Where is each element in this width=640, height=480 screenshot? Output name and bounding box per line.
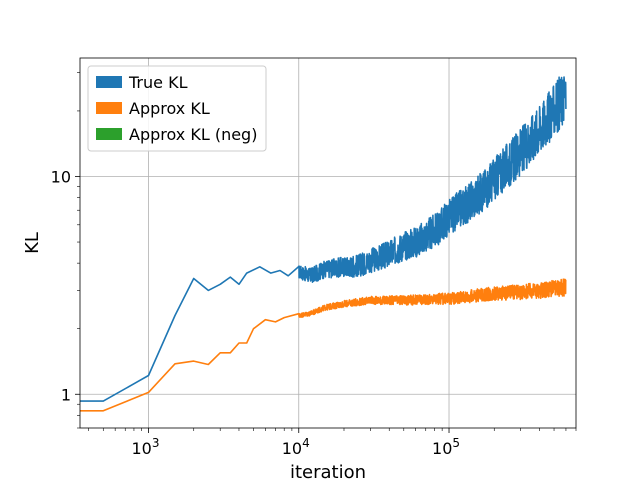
x-tick-label-base: 10 xyxy=(132,439,152,458)
legend-swatch xyxy=(96,102,122,114)
x-tick-label-base: 10 xyxy=(282,439,302,458)
x-tick-label-exponent: 5 xyxy=(452,436,460,450)
x-tick-label-exponent: 3 xyxy=(152,436,160,450)
series-layer xyxy=(80,76,567,412)
legend: True KL Approx KL Approx KL (neg) xyxy=(87,65,267,152)
x-tick-label-exponent: 4 xyxy=(302,436,310,450)
series-line-1 xyxy=(80,278,567,412)
legend-swatch xyxy=(96,128,122,140)
grid xyxy=(80,58,576,428)
x-tick-label-base: 10 xyxy=(432,439,452,458)
y-axis-label: KL xyxy=(22,232,43,254)
legend-entry: Approx KL xyxy=(129,99,210,118)
x-axis-label: iteration xyxy=(290,462,366,480)
legend-swatch xyxy=(96,76,122,88)
x-tick-label: 105 xyxy=(432,436,460,458)
y-tick-label: 10 xyxy=(51,167,71,186)
legend-entry: True KL xyxy=(128,73,188,92)
legend-entry: Approx KL (neg) xyxy=(129,125,257,144)
x-tick-label: 104 xyxy=(282,436,310,458)
series-line-0 xyxy=(80,76,567,402)
x-tick-label: 103 xyxy=(132,436,160,458)
y-tick-label: 1 xyxy=(61,385,71,404)
legend-box xyxy=(87,65,267,152)
plot-frame xyxy=(79,57,577,429)
